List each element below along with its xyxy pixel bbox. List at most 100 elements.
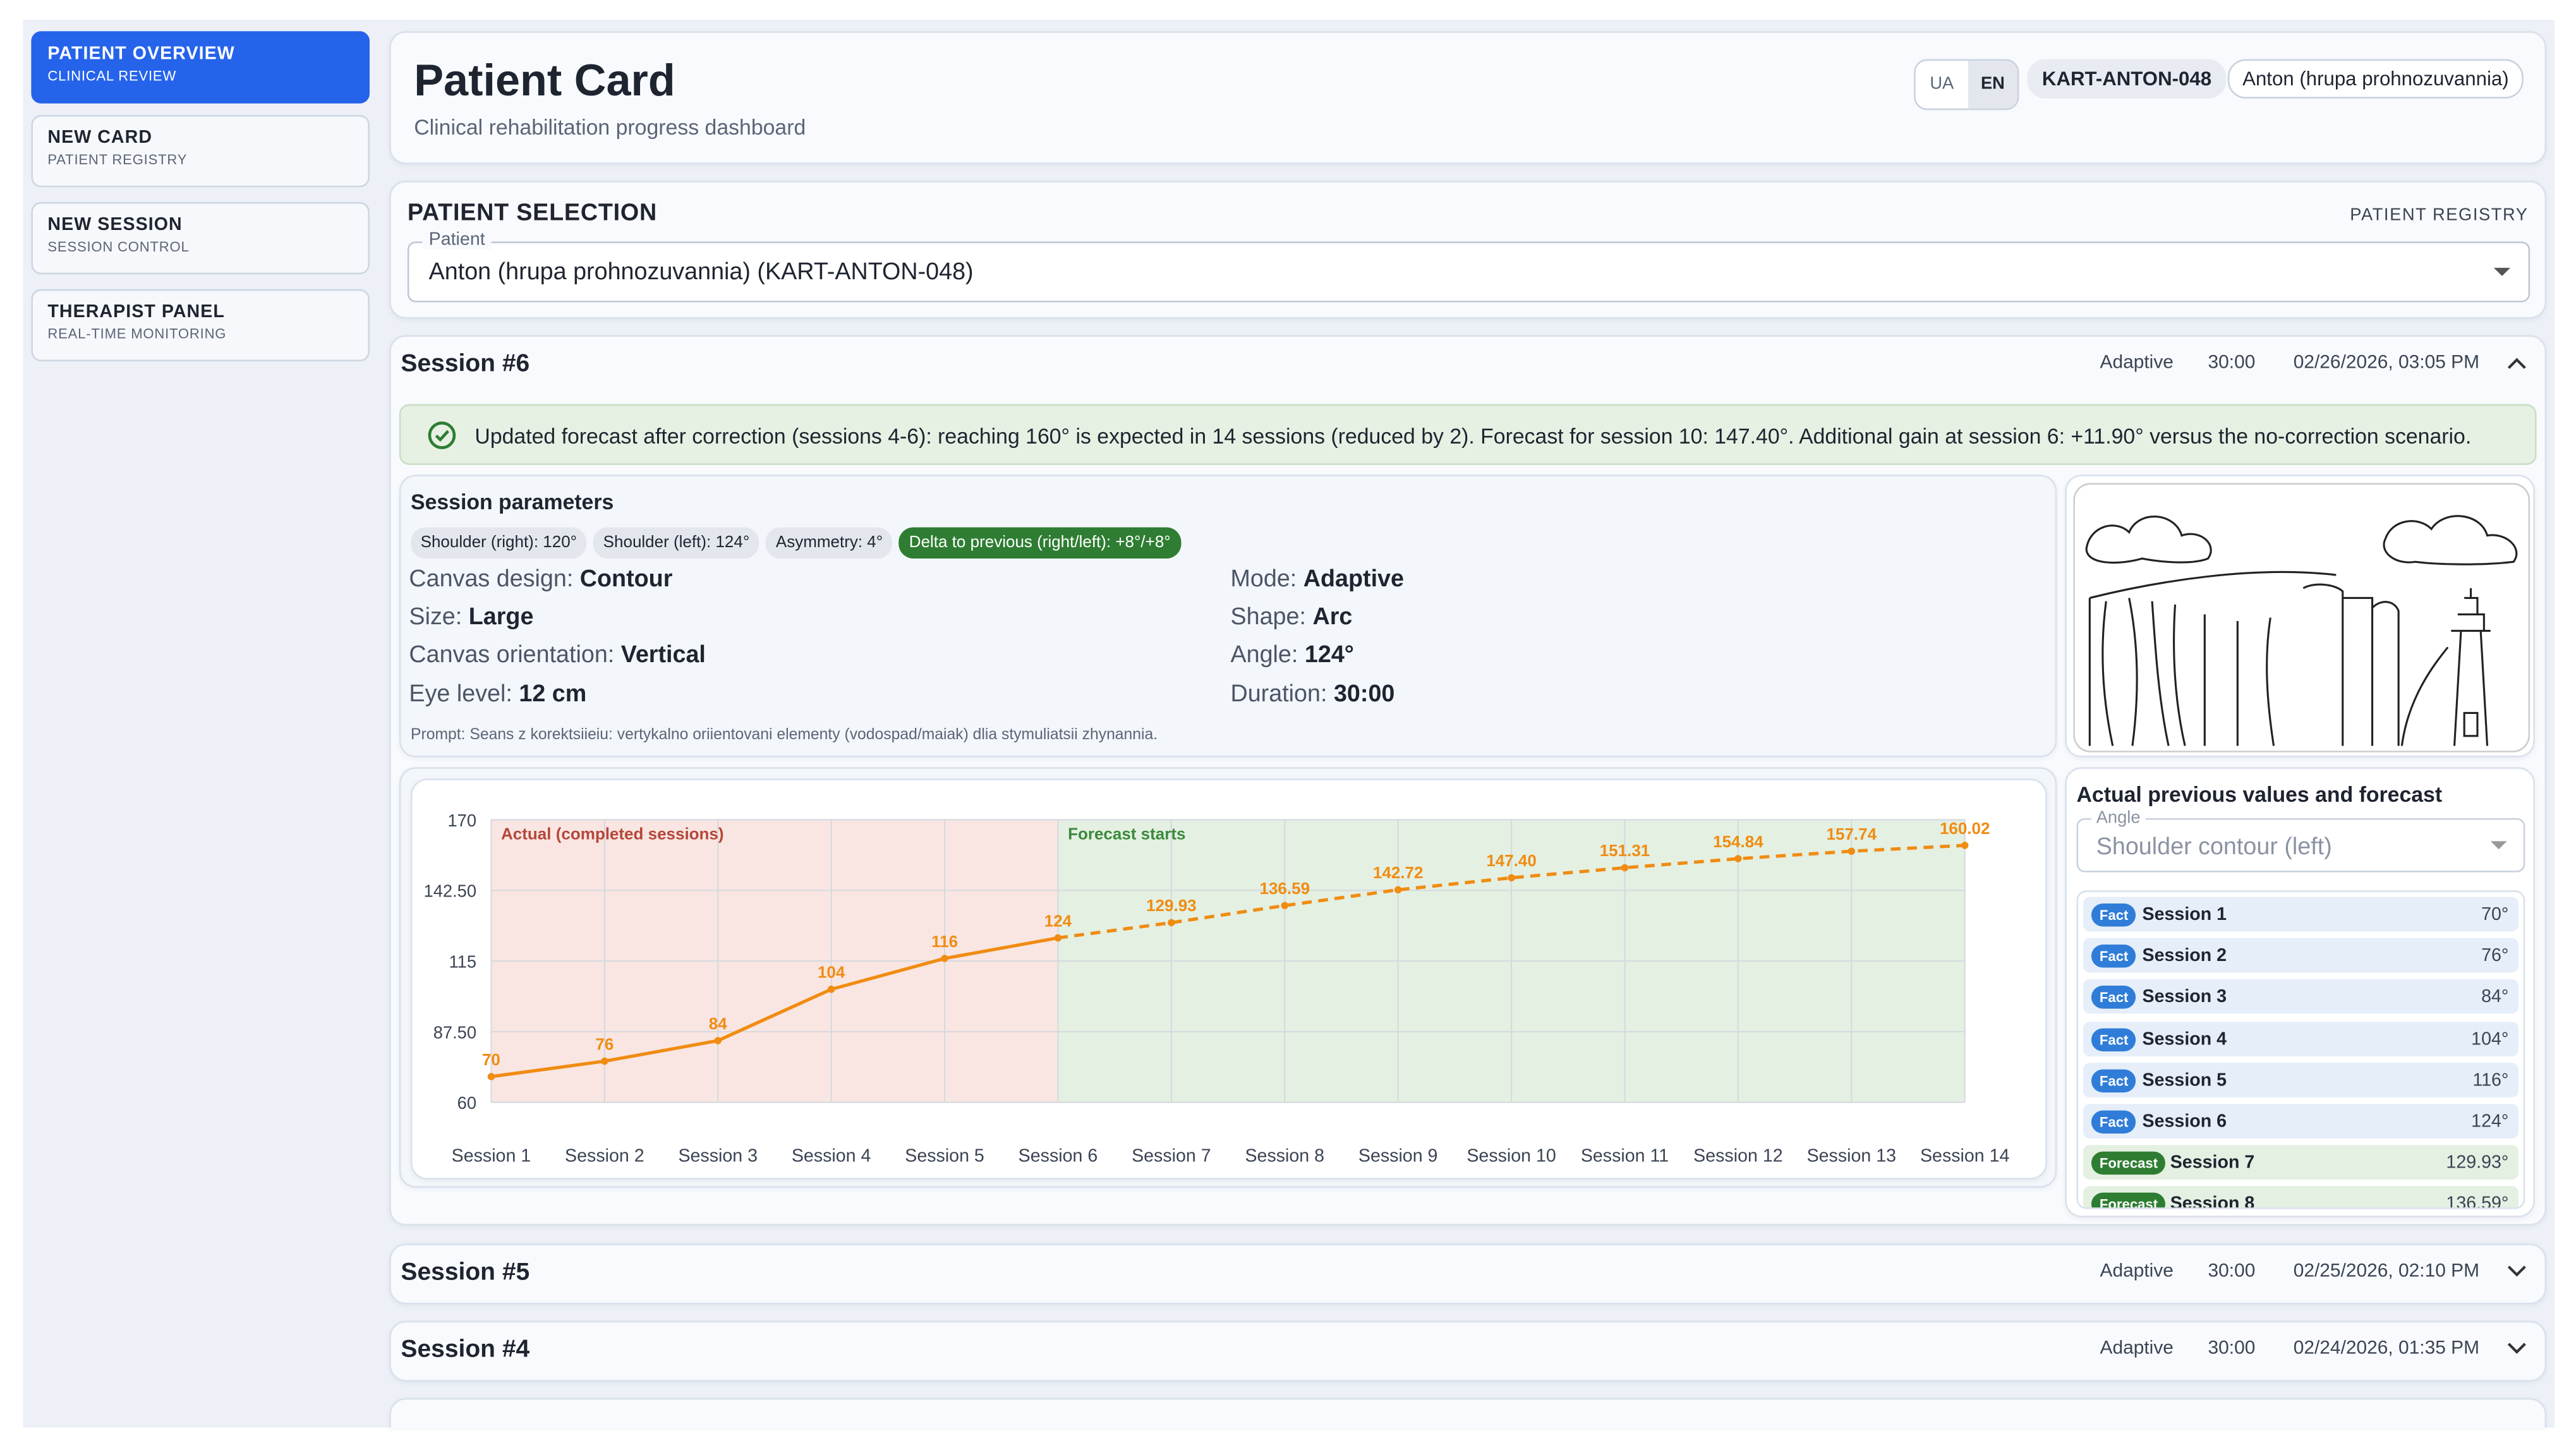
row-value: 84° — [2481, 988, 2509, 1008]
row-value: 116° — [2472, 1070, 2509, 1091]
x-tick-label: Session 4 — [792, 1145, 871, 1166]
x-tick-label: Session 9 — [1358, 1145, 1438, 1166]
x-tick-label: Session 6 — [1019, 1145, 1098, 1166]
data-label: 129.93 — [1146, 896, 1197, 915]
param-field: Shape: Arc — [1230, 605, 1352, 631]
nav-subtitle: REAL-TIME MONITORING — [47, 325, 227, 342]
x-tick-label: Session 12 — [1693, 1145, 1782, 1166]
forecast-row: Fact Session 2 76° — [2083, 938, 2519, 973]
y-tick-label: 170 — [447, 811, 476, 830]
field-label: Size: — [409, 605, 463, 631]
data-label: 151.31 — [1600, 841, 1650, 860]
session-mode: Adaptive — [2100, 353, 2174, 373]
nav-title: PATIENT OVERVIEW — [47, 44, 235, 64]
annotation: Actual (completed sessions) — [501, 825, 724, 843]
patient-select[interactable]: Patient Anton (hrupa prohnozuvannia) (KA… — [407, 230, 2531, 303]
header-card: Patient Card Clinical rehabilitation pro… — [389, 31, 2547, 165]
param-field: Mode: Adaptive — [1230, 567, 1404, 593]
param-chips: Shoulder (right): 120° Shoulder (left): 1… — [411, 526, 1187, 559]
x-tick-label: Session 3 — [678, 1145, 758, 1166]
row-label: Session 3 — [2142, 988, 2227, 1008]
patient-chip: Anton (hrupa prohnozuvannia) — [2227, 59, 2524, 99]
forecast-row: Fact Session 4 104° — [2083, 1021, 2519, 1056]
forecast-row: Fact Session 3 84° — [2083, 979, 2519, 1015]
field-value: Vertical — [620, 643, 706, 670]
data-label: 70 — [482, 1050, 500, 1069]
session-card[interactable] — [389, 1243, 2547, 1305]
field-value: Arc — [1312, 605, 1353, 631]
session-date: 02/26/2026, 03:05 PM — [2293, 353, 2479, 373]
session-card[interactable] — [389, 1398, 2547, 1428]
data-label: 116 — [931, 932, 958, 951]
row-label: Session 2 — [2142, 946, 2227, 967]
dropdown-arrow — [2493, 267, 2510, 276]
data-point — [941, 955, 948, 962]
data-point — [1847, 847, 1856, 855]
patient-selection-card: PATIENT SELECTION PATIENT REGISTRY Patie… — [389, 181, 2547, 319]
row-value: 129.93° — [2446, 1153, 2509, 1173]
nav-item[interactable]: NEW CARD PATIENT REGISTRY — [31, 115, 370, 188]
language-button[interactable]: UA — [1930, 74, 1954, 94]
field-label: Eye level: — [409, 680, 512, 708]
card-id-chip: KART-ANTON-048 — [2027, 59, 2227, 99]
y-tick-label: 60 — [457, 1093, 476, 1113]
session-date: 02/24/2026, 01:35 PM — [2293, 1339, 2479, 1359]
data-point — [1168, 919, 1175, 927]
row-label: Session 1 — [2142, 905, 2227, 925]
field-value: 30:00 — [1333, 680, 1395, 708]
session-title[interactable]: Session #5 — [401, 1258, 530, 1286]
field-label: Canvas design: — [409, 567, 574, 593]
nav-item[interactable]: PATIENT OVERVIEW CLINICAL REVIEW — [31, 31, 370, 104]
expand-chevron[interactable] — [2507, 1265, 2527, 1278]
field-label: Angle: — [1230, 643, 1298, 670]
data-label: 142.72 — [1373, 863, 1424, 882]
param-chip: Asymmetry: 4° — [766, 527, 893, 559]
row-badge: Forecast — [2091, 1152, 2167, 1175]
panel-title: Actual previous values and forecast — [2076, 782, 2443, 807]
registry-link[interactable]: PATIENT REGISTRY — [2350, 205, 2529, 226]
y-tick-label: 87.50 — [433, 1022, 476, 1042]
expand-chevron[interactable] — [2507, 1342, 2527, 1355]
row-label: Session 7 — [2170, 1153, 2255, 1173]
param-chip: Shoulder (right): 120° — [411, 527, 587, 559]
field-label: Angle — [2091, 808, 2146, 828]
nav-item[interactable]: THERAPIST PANEL REAL-TIME MONITORING — [31, 289, 370, 362]
data-label: 124 — [1044, 911, 1072, 930]
nav-item[interactable]: NEW SESSION SESSION CONTROL — [31, 202, 370, 275]
nav-subtitle: PATIENT REGISTRY — [47, 151, 188, 168]
nav-subtitle: SESSION CONTROL — [47, 238, 190, 255]
session-title[interactable]: Session #6 — [401, 349, 530, 378]
params-title: Session parameters — [411, 489, 614, 514]
data-point — [487, 1073, 495, 1080]
series-line — [1058, 843, 1965, 940]
field-value: 12 cm — [519, 680, 587, 708]
alert-text: Updated forecast after correction (sessi… — [475, 423, 2472, 449]
row-value: 124° — [2471, 1112, 2509, 1132]
field-label: Mode: — [1230, 567, 1297, 593]
prompt-text: Prompt: Seans z korektsiieiu: vertykalno… — [411, 726, 1158, 744]
x-tick-label: Session 7 — [1132, 1145, 1211, 1166]
data-point — [1734, 855, 1742, 862]
forecast-row: Forecast Session 8 136.59° — [2083, 1187, 2519, 1209]
x-tick-label: Session 13 — [1807, 1145, 1896, 1166]
data-point — [1961, 842, 1969, 849]
field-value: Adaptive — [1303, 567, 1405, 593]
forecast-panel: Actual previous values and forecast Angl… — [2065, 767, 2535, 1217]
session-card[interactable] — [389, 1320, 2547, 1382]
field-value: Large — [468, 605, 534, 631]
field-label: Patient — [422, 230, 492, 250]
data-label: 104 — [818, 963, 845, 982]
angle-select[interactable]: Angle Shoulder contour (left) — [2076, 808, 2525, 873]
forecast-row: Fact Session 5 116° — [2083, 1062, 2519, 1097]
row-badge: Fact — [2091, 903, 2137, 927]
row-value: 136.59° — [2446, 1195, 2509, 1209]
data-label: 160.02 — [1940, 819, 1990, 838]
row-badge: Fact — [2091, 1027, 2137, 1051]
nav-subtitle: CLINICAL REVIEW — [47, 67, 177, 84]
session-title[interactable]: Session #4 — [401, 1335, 530, 1364]
canvas-image — [2073, 483, 2531, 752]
data-label: 154.84 — [1713, 832, 1763, 851]
expand-chevron[interactable] — [2507, 356, 2527, 370]
language-button[interactable]: EN — [1968, 61, 2017, 109]
